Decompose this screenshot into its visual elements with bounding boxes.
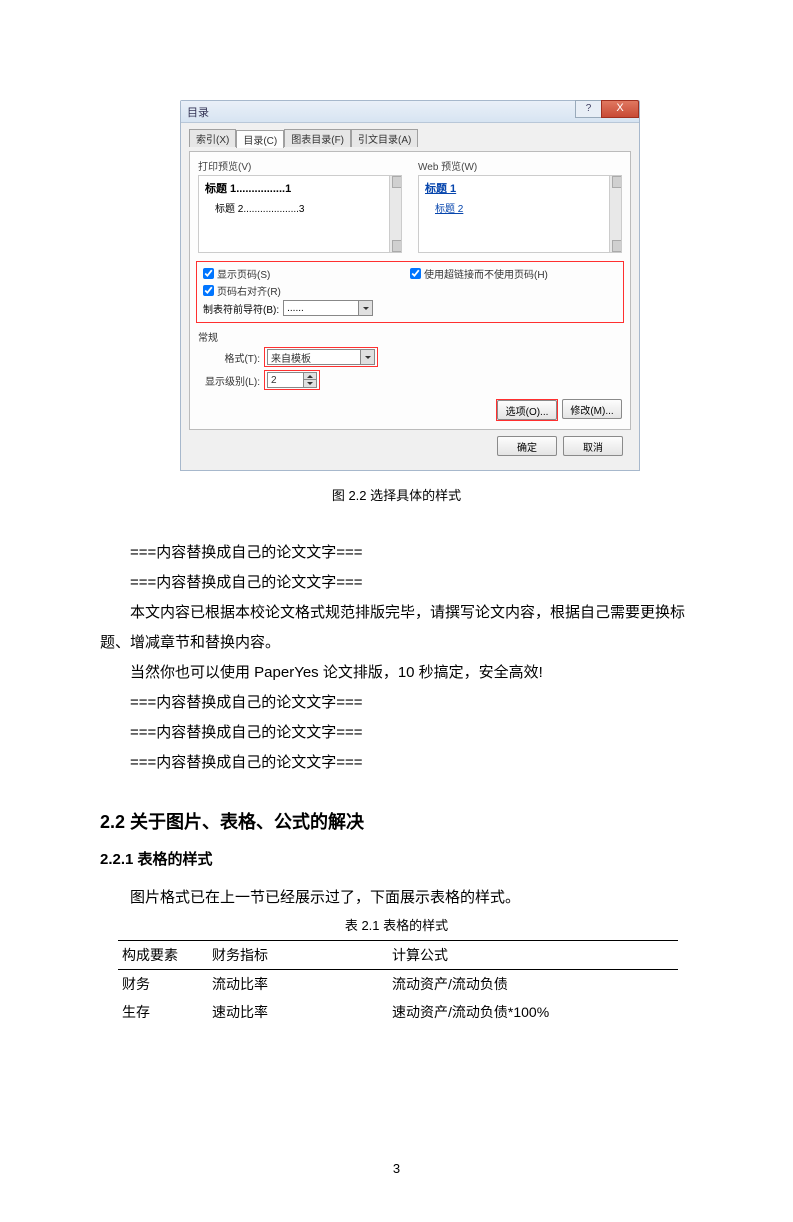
data-table: 构成要素 财务指标 计算公式 财务 流动比率 流动资产/流动负债 生存 速动比率… — [118, 940, 678, 1026]
table-row: 生存 速动比率 速动资产/流动负债*100% — [118, 998, 678, 1026]
para: 当然你也可以使用 PaperYes 论文排版，10 秒搞定，安全高效! — [100, 658, 693, 688]
tab-toc[interactable]: 目录(C) — [236, 130, 284, 148]
para: ===内容替换成自己的论文文字=== — [100, 748, 693, 778]
tab-figures[interactable]: 图表目录(F) — [284, 129, 351, 147]
para: ===内容替换成自己的论文文字=== — [100, 568, 693, 598]
level-label: 显示级别(L): — [198, 373, 264, 388]
table-header: 构成要素 — [118, 941, 208, 970]
table-header: 财务指标 — [208, 941, 388, 970]
tab-strip: 索引(X) 目录(C) 图表目录(F) 引文目录(A) — [189, 129, 631, 147]
section-heading-2-2: 2.2 关于图片、表格、公式的解决 — [100, 808, 693, 834]
web-preview-label: Web 预览(W) — [418, 158, 622, 173]
table-caption: 表 2.1 表格的样式 — [100, 915, 693, 934]
chevron-down-icon — [358, 301, 372, 315]
para: ===内容替换成自己的论文文字=== — [100, 538, 693, 568]
print-preview-box: 标题 1................1 标题 2..............… — [198, 175, 402, 253]
modify-button[interactable]: 修改(M)... — [562, 399, 622, 419]
close-button[interactable]: X — [601, 100, 639, 118]
table-header: 计算公式 — [388, 941, 678, 970]
scrollbar-icon[interactable] — [389, 176, 401, 252]
tab-citations[interactable]: 引文目录(A) — [351, 129, 418, 147]
use-hyperlinks-checkbox[interactable]: 使用超链接而不使用页码(H) — [410, 266, 617, 281]
format-dropdown[interactable]: 来自模板 — [267, 349, 375, 365]
figure-caption: 图 2.2 选择具体的样式 — [100, 485, 693, 504]
subsection-heading-2-2-1: 2.2.1 表格的样式 — [100, 848, 693, 869]
highlighted-options: 显示页码(S) 页码右对齐(R) 制表符前导符(B): ...... — [196, 261, 624, 323]
toc-h2-text: 标题 2 — [215, 204, 243, 215]
tab-panel: 打印预览(V) 标题 1................1 标题 2......… — [189, 151, 631, 430]
help-button[interactable]: ? — [575, 100, 601, 118]
ok-button[interactable]: 确定 — [497, 436, 557, 456]
scrollbar-icon[interactable] — [609, 176, 621, 252]
level-spinner[interactable]: 2 — [267, 372, 317, 388]
leader-label: 制表符前导符(B): — [203, 301, 279, 316]
right-align-checkbox[interactable]: 页码右对齐(R) — [203, 283, 410, 298]
cancel-button[interactable]: 取消 — [563, 436, 623, 456]
table-row: 财务 流动比率 流动资产/流动负债 — [118, 970, 678, 999]
general-label: 常规 — [198, 329, 622, 344]
chevron-down-icon — [360, 350, 374, 364]
web-h2-link[interactable]: 标题 2 — [435, 204, 463, 215]
print-preview-label: 打印预览(V) — [198, 158, 402, 173]
para: ===内容替换成自己的论文文字=== — [100, 718, 693, 748]
para: 本文内容已根据本校论文格式规范排版完毕，请撰写论文内容，根据自己需要更换标题、增… — [100, 598, 693, 658]
options-button[interactable]: 选项(O)... — [497, 400, 557, 420]
dialog-titlebar: 目录 ? X — [181, 101, 639, 123]
toc-dialog: 目录 ? X 索引(X) 目录(C) 图表目录(F) 引文目录(A) 打印预览(… — [180, 100, 640, 471]
table-intro: 图片格式已在上一节已经展示过了，下面展示表格的样式。 — [100, 883, 693, 913]
show-page-numbers-checkbox[interactable]: 显示页码(S) — [203, 266, 410, 281]
toc-h1-text: 标题 1 — [205, 183, 236, 195]
para: ===内容替换成自己的论文文字=== — [100, 688, 693, 718]
web-preview-box: 标题 1 标题 2 — [418, 175, 622, 253]
dialog-title-text: 目录 — [187, 104, 209, 120]
page-number: 3 — [0, 1161, 793, 1176]
format-label: 格式(T): — [198, 350, 264, 365]
leader-dropdown[interactable]: ...... — [283, 300, 373, 316]
body-text: ===内容替换成自己的论文文字=== ===内容替换成自己的论文文字=== 本文… — [100, 538, 693, 778]
web-h1-link[interactable]: 标题 1 — [425, 183, 456, 195]
tab-index[interactable]: 索引(X) — [189, 129, 236, 147]
dialog-screenshot: 目录 ? X 索引(X) 目录(C) 图表目录(F) 引文目录(A) 打印预览(… — [180, 100, 693, 471]
